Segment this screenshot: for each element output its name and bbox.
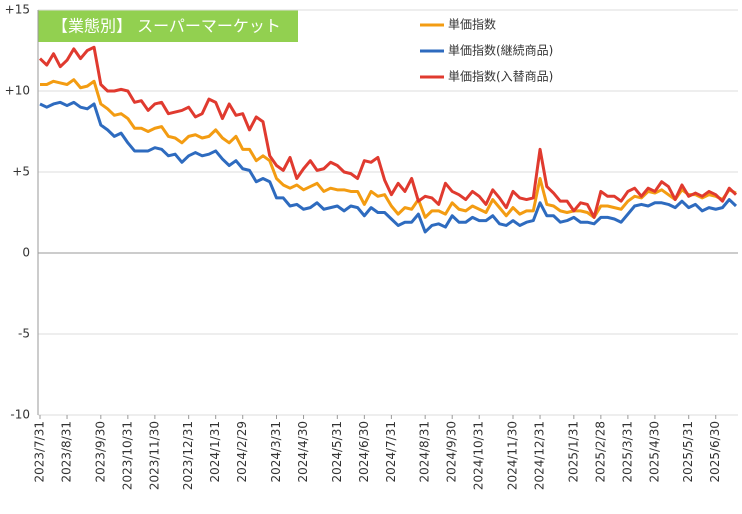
x-tick-label: 2024/7/31 — [384, 421, 398, 483]
x-tick-label: 2024/10/31 — [472, 421, 486, 490]
x-tick-label: 2023/11/30 — [147, 421, 161, 490]
x-tick-label: 2024/11/30 — [506, 421, 520, 490]
series-line — [38, 45, 738, 219]
x-tick-label: 2024/3/31 — [269, 421, 283, 483]
x-tick-label: 2024/9/30 — [445, 421, 459, 483]
y-tick-label: -10 — [10, 408, 30, 422]
x-tick-label: 2025/5/31 — [681, 421, 695, 483]
legend-label: 単価指数(入替商品) — [448, 69, 553, 84]
x-tick-label: 2025/1/31 — [566, 421, 580, 483]
x-tick-label: 2024/5/31 — [330, 421, 344, 483]
chart-title: 【業態別】 スーパーマーケット — [52, 17, 281, 36]
x-tick-label: 2025/3/31 — [620, 421, 634, 483]
x-tick-label: 2023/8/31 — [60, 421, 74, 483]
x-tick-label: 2023/12/31 — [181, 421, 195, 490]
series-line — [39, 100, 738, 234]
y-tick-label: 0 — [22, 246, 30, 260]
x-tick-label: 2024/1/31 — [208, 421, 222, 483]
x-tick-label: 2025/2/28 — [593, 421, 607, 483]
x-tick-label: 2025/6/30 — [708, 421, 722, 483]
series-line — [40, 78, 737, 219]
legend-label: 単価指数(継続商品) — [448, 43, 553, 58]
y-tick-label: +15 — [5, 3, 30, 17]
x-tick-label: 2024/12/31 — [533, 421, 547, 490]
x-tick-label: 2024/8/31 — [418, 421, 432, 483]
x-tick-label: 2024/4/30 — [296, 421, 310, 483]
x-tick-label: 2023/9/30 — [93, 421, 107, 483]
y-tick-label: +10 — [5, 84, 30, 98]
y-tick-label: +5 — [12, 165, 30, 179]
x-tick-label: 2025/4/30 — [647, 421, 661, 483]
y-tick-label: -5 — [18, 327, 30, 341]
legend-label: 単価指数 — [448, 17, 496, 32]
x-tick-label: 2024/6/30 — [357, 421, 371, 483]
x-tick-label: 2024/2/29 — [235, 421, 249, 483]
x-tick-label: 2023/10/31 — [120, 421, 134, 490]
x-tick-label: 2023/7/31 — [33, 421, 47, 483]
title-box — [38, 10, 298, 42]
